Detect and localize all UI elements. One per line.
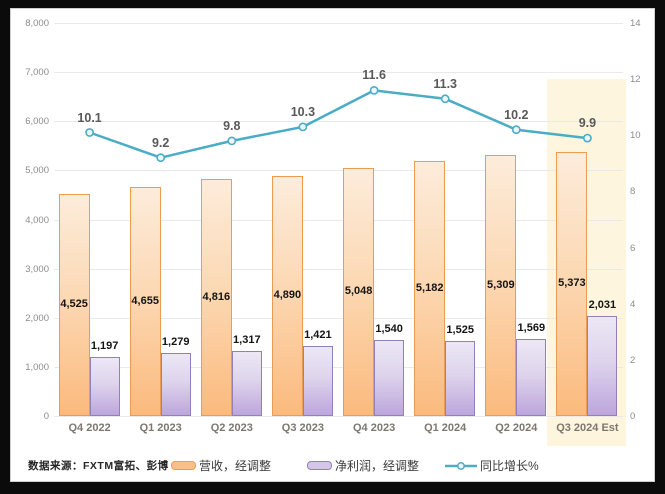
growth-line-marker (227, 136, 237, 146)
x-axis-category-label: Q4 2023 (352, 422, 396, 434)
right-axis-tick: 6 (630, 242, 636, 254)
right-axis-tick: 4 (630, 298, 636, 310)
growth-value-label: 10.1 (77, 110, 102, 125)
gridline (54, 23, 623, 24)
bar-revenue (271, 175, 303, 416)
right-axis-tick: 0 (630, 411, 636, 422)
left-axis-tick: 1,000 (25, 361, 49, 373)
right-axis-tick: 8 (630, 186, 636, 198)
source-note: 数据来源：FXTM富拓、彭博 (28, 460, 169, 472)
bar-revenue (485, 155, 517, 416)
bar-netprofit (231, 351, 262, 416)
right-axis-tick: 14 (630, 18, 641, 29)
growth-value-label: 9.8 (223, 118, 241, 133)
legend-label-growth: 同比增长% (480, 459, 539, 473)
growth-value-label: 11.6 (362, 68, 386, 83)
x-axis-category-label: Q4 2022 (68, 422, 111, 434)
right-axis-tick: 12 (630, 74, 641, 86)
netprofit-value-label: 1,317 (233, 334, 261, 347)
bar-revenue (556, 152, 588, 416)
x-axis-category-label: Q1 2023 (139, 422, 182, 434)
bar-netprofit (374, 340, 405, 416)
bar-revenue (343, 168, 375, 416)
legend-item-revenue: 营收，经调整 (171, 457, 271, 474)
growth-value-label: 11.3 (433, 76, 457, 91)
gridline (54, 170, 623, 172)
growth-line-marker (369, 86, 379, 95)
growth-line-marker (85, 128, 94, 137)
growth-value-label: 10.3 (290, 104, 316, 119)
netprofit-swatch-icon (307, 461, 332, 470)
gridline (54, 268, 623, 270)
plot-area: 0 1,000 2,000 3,000 4,000 5,000 6,000 7,000 8,00… (11, 9, 654, 481)
growth-value-label: 9.9 (578, 116, 597, 131)
left-axis-tick: 8,000 (25, 18, 49, 29)
revenue-value-label: 4,816 (202, 290, 231, 303)
netprofit-value-label: 1,197 (90, 340, 119, 353)
revenue-value-label: 4,890 (273, 288, 302, 301)
left-axis-tick: 4,000 (25, 214, 49, 226)
chart-footer: 数据来源：FXTM富拓、彭博 营收，经调整 净利润，经调整 同比增长% (11, 455, 654, 479)
revenue-value-label: 5,309 (487, 278, 515, 291)
bar-revenue (58, 193, 90, 416)
chart-panel: 0 1,000 2,000 3,000 4,000 5,000 6,000 7,000 8,00… (10, 8, 655, 482)
right-axis-tick: 10 (630, 130, 641, 142)
bar-netprofit (160, 353, 191, 416)
netprofit-value-label: 1,421 (304, 329, 332, 342)
growth-line-marker (440, 94, 450, 104)
revenue-value-label: 5,048 (344, 285, 373, 297)
gridline (54, 416, 623, 417)
left-axis-tick: 5,000 (25, 165, 49, 177)
x-axis-category-label: Q2 2023 (210, 422, 253, 434)
revenue-value-label: 5,182 (415, 281, 444, 294)
legend-item-netprofit: 净利润，经调整 (307, 457, 419, 474)
bar-netprofit (89, 357, 120, 416)
bar-netprofit (587, 316, 618, 416)
left-axis-tick: 6,000 (25, 116, 49, 128)
growth-line-marker (298, 122, 308, 132)
bar-revenue (200, 179, 232, 416)
bar-revenue (414, 161, 446, 416)
left-axis-tick: 7,000 (25, 67, 49, 79)
netprofit-value-label: 1,540 (375, 323, 403, 336)
revenue-value-label: 5,373 (558, 277, 586, 289)
growth-value-label: 9.2 (151, 135, 170, 150)
gridline (54, 219, 623, 221)
gridline (54, 366, 623, 368)
left-axis-tick: 2,000 (25, 312, 49, 324)
legend-label-revenue: 营收，经调整 (199, 459, 272, 473)
bar-netprofit (445, 341, 476, 416)
x-axis-category-label: Q1 2024 (424, 422, 467, 434)
bar-netprofit (302, 346, 333, 416)
x-axis-category-label: Q2 2024 (495, 422, 538, 434)
growth-value-label: 10.2 (504, 107, 529, 122)
left-axis-tick: 0 (43, 411, 49, 422)
netprofit-value-label: 1,525 (446, 324, 474, 337)
bar-netprofit (516, 338, 547, 416)
gridline (54, 317, 623, 319)
revenue-value-label: 4,525 (60, 297, 88, 310)
netprofit-value-label: 1,569 (517, 321, 546, 334)
revenue-value-label: 4,655 (131, 294, 159, 307)
netprofit-value-label: 1,279 (161, 336, 190, 349)
legend-item-growth: 同比增长% (445, 457, 539, 474)
right-axis-tick: 2 (630, 354, 636, 366)
gridline (54, 72, 623, 74)
netprofit-value-label: 2,031 (588, 299, 617, 312)
growth-line-marker (156, 153, 166, 163)
growth-line-marker (511, 125, 521, 135)
bar-revenue (129, 187, 161, 416)
legend-label-netprofit: 净利润，经调整 (335, 459, 420, 473)
x-axis-category-label: Q3 2023 (281, 422, 324, 434)
growth-line-icon (445, 461, 477, 470)
left-axis-tick: 3,000 (25, 263, 49, 275)
revenue-swatch-icon (171, 461, 196, 470)
x-axis-category-label: Q3 2024 Est (556, 422, 619, 434)
